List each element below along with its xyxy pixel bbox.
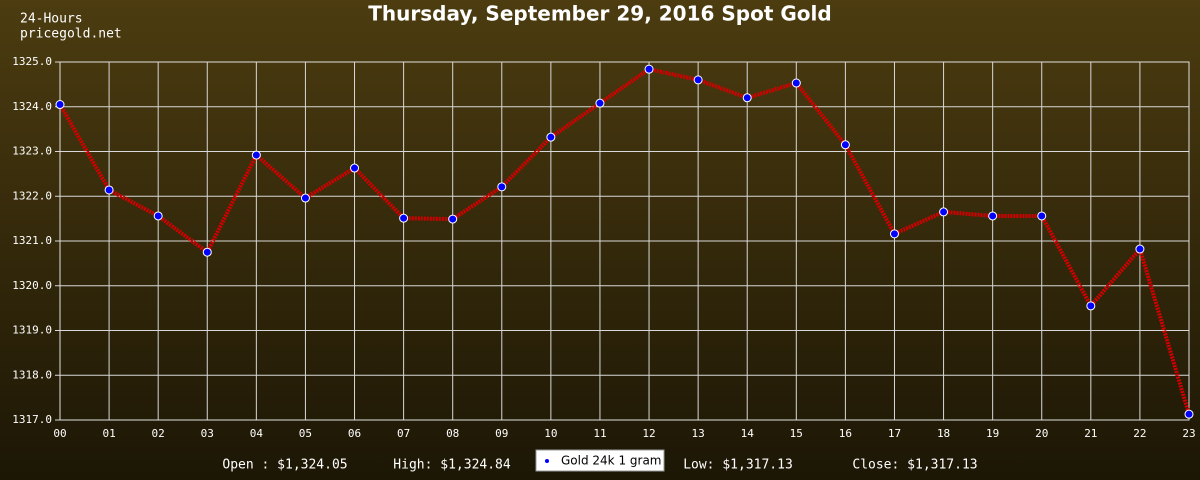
x-tick-label: 09: [495, 427, 508, 440]
x-tick-label: 11: [593, 427, 606, 440]
high-text: High: $1,324.84: [393, 458, 511, 473]
series-line: [58, 67, 1191, 415]
x-tick-label: 05: [299, 427, 312, 440]
data-point: [350, 163, 360, 173]
data-point: [1086, 301, 1096, 311]
data-point: [202, 247, 212, 257]
y-tick-label: 1325.0: [12, 55, 52, 68]
x-tick-label: 07: [397, 427, 410, 440]
data-point: [1037, 211, 1047, 221]
data-point: [791, 78, 801, 88]
x-tick-label: 15: [790, 427, 803, 440]
data-point: [889, 229, 899, 239]
data-point: [399, 213, 409, 223]
data-point: [546, 132, 556, 142]
data-point: [595, 98, 605, 108]
footer: Open : $1,324.05 High: $1,324.84 Gold 24…: [222, 449, 978, 473]
data-point: [644, 64, 654, 74]
data-point: [1184, 409, 1194, 419]
x-tick-label: 03: [201, 427, 214, 440]
data-point: [939, 207, 949, 217]
data-point: [448, 214, 458, 224]
x-tick-label: 21: [1084, 427, 1097, 440]
data-point: [300, 193, 310, 203]
brand-line: pricegold.net: [20, 27, 122, 42]
x-tick-label: 17: [888, 427, 901, 440]
x-tick-label: 16: [839, 427, 852, 440]
data-point: [251, 150, 261, 160]
grid: 1317.01318.01319.01320.01321.01322.01323…: [12, 55, 1195, 440]
y-tick-label: 1321.0: [12, 234, 52, 247]
marks: [55, 64, 1194, 419]
data-point: [988, 211, 998, 221]
y-tick-label: 1324.0: [12, 100, 52, 113]
x-tick-label: 00: [53, 427, 66, 440]
y-tick-label: 1318.0: [12, 368, 52, 381]
data-point: [55, 100, 65, 110]
x-tick-label: 04: [250, 427, 264, 440]
x-tick-label: 22: [1133, 427, 1146, 440]
brand-line: 24-Hours: [20, 12, 83, 27]
x-tick-label: 18: [937, 427, 950, 440]
open-text: Open : $1,324.05: [222, 458, 347, 473]
data-point: [497, 182, 507, 192]
x-tick-label: 14: [741, 427, 755, 440]
chart-title: Thursday, September 29, 2016 Spot Gold: [368, 2, 831, 26]
x-tick-label: 13: [692, 427, 705, 440]
x-tick-label: 12: [642, 427, 655, 440]
plot-frame: [59, 61, 1190, 421]
data-point: [840, 140, 850, 150]
x-tick-label: 23: [1182, 427, 1195, 440]
data-point: [104, 185, 114, 195]
x-tick-label: 02: [152, 427, 165, 440]
y-tick-label: 1317.0: [12, 413, 52, 426]
y-tick-label: 1322.0: [12, 189, 52, 202]
data-point: [693, 75, 703, 85]
close-text: Close: $1,317.13: [852, 458, 977, 473]
y-tick-label: 1319.0: [12, 324, 52, 337]
low-text: Low: $1,317.13: [683, 458, 793, 473]
legend-label: Gold 24k 1 gram: [561, 454, 661, 468]
data-point: [1135, 244, 1145, 254]
legend-marker: [545, 459, 549, 463]
y-tick-label: 1320.0: [12, 279, 52, 292]
legend-box: [535, 449, 665, 472]
x-tick-label: 10: [544, 427, 557, 440]
x-tick-label: 08: [446, 427, 459, 440]
x-tick-label: 19: [986, 427, 999, 440]
data-point: [153, 211, 163, 221]
x-tick-label: 01: [102, 427, 115, 440]
data-point: [742, 93, 752, 103]
y-tick-label: 1323.0: [12, 145, 52, 158]
x-tick-label: 06: [348, 427, 361, 440]
x-tick-label: 20: [1035, 427, 1048, 440]
